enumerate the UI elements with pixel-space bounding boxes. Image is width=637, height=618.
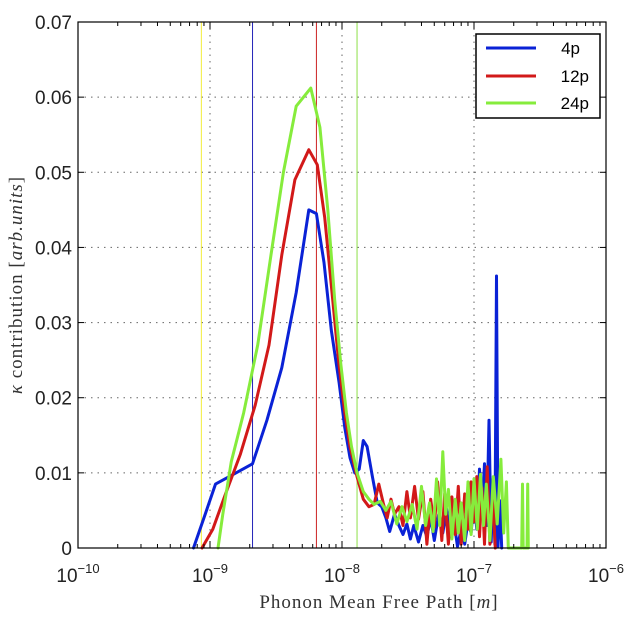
legend-label-12p: 12p (561, 67, 589, 86)
y-tick-label: 0 (61, 539, 72, 560)
series-line-12p (200, 148, 497, 550)
x-tick-exponent: −10 (78, 561, 100, 576)
x-tick-base: 10 (324, 566, 345, 587)
x-axis-label: Phonon Mean Free Path [m] (259, 592, 498, 613)
x-tick-base: 10 (456, 566, 477, 587)
x-tick-label: 10−10 (56, 561, 99, 587)
x-tick-label: 10−8 (324, 561, 360, 587)
x-tick-base: 10 (56, 566, 77, 587)
x-tick-label: 10−7 (456, 561, 492, 587)
x-axis-label-unit: m (477, 592, 492, 613)
y-tick-label: 0.07 (35, 13, 72, 34)
y-axis-label-unit-close: ] (6, 176, 27, 183)
x-axis-label-unit-open: [ (469, 592, 476, 613)
x-axis-label-unit-close: ] (491, 592, 498, 613)
series-line-24p (216, 86, 530, 550)
y-tick-label: 0.02 (35, 389, 72, 410)
x-tick-base: 10 (192, 566, 213, 587)
x-tick-exponent: −6 (609, 561, 624, 576)
x-tick-label: 10−9 (192, 561, 228, 587)
legend: 4p 12p 24p (475, 33, 601, 119)
legend-label-4p: 4p (561, 39, 580, 58)
series-group (192, 86, 530, 550)
y-tick-label: 0.01 (35, 464, 72, 485)
x-axis-label-text: Phonon Mean Free Path (259, 592, 463, 613)
y-axis-label-text: contribution (6, 273, 27, 378)
legend-label-24p: 24p (561, 94, 589, 113)
x-tick-exponent: −8 (345, 561, 360, 576)
x-tick-label: 10−6 (588, 561, 624, 587)
y-tick-label: 0.03 (35, 314, 72, 335)
y-tick-label: 0.05 (35, 163, 72, 184)
x-tick-exponent: −9 (213, 561, 228, 576)
x-tick-labels: 10−10 10−9 10−8 10−7 10−6 (56, 561, 624, 587)
y-axis-label: κ contribution [arb.units] (6, 176, 27, 394)
x-tick-exponent: −7 (477, 561, 492, 576)
y-axis-label-symbol: κ (6, 384, 27, 394)
y-tick-label: 0.06 (35, 88, 72, 109)
y-tick-labels: 0 0.01 0.02 0.03 0.04 0.05 0.06 0.07 (35, 13, 72, 560)
axis-ticks (77, 21, 607, 549)
y-tick-label: 0.04 (35, 238, 72, 259)
x-tick-base: 10 (588, 566, 609, 587)
y-axis-label-unit: arb.units (6, 183, 27, 260)
y-axis-label-unit-open: [ (6, 260, 27, 267)
